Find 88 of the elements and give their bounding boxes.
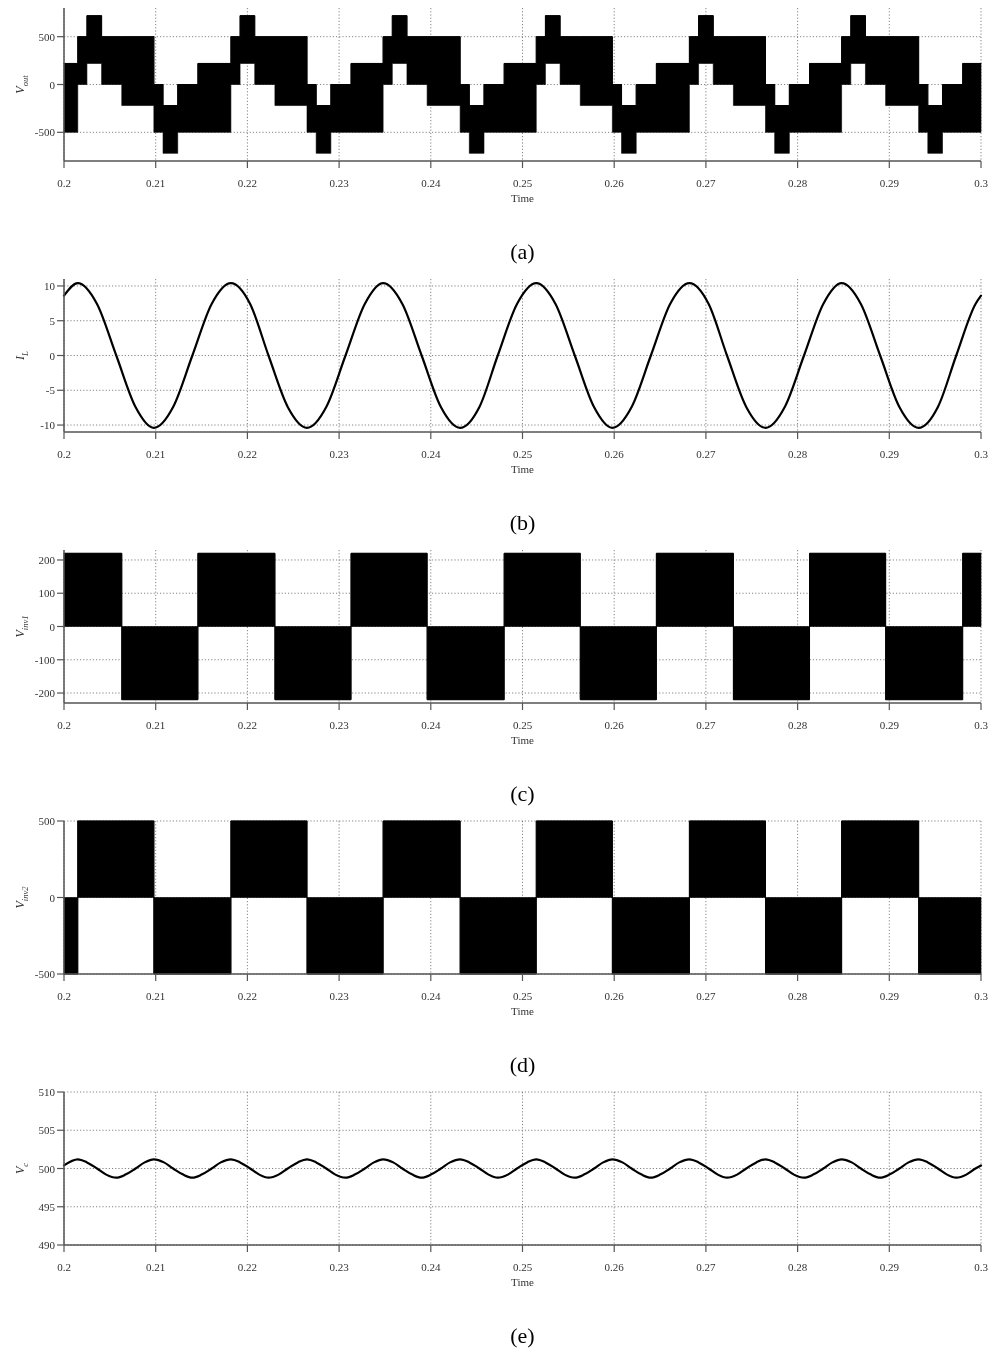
- x-axis-title: Time: [511, 463, 535, 475]
- x-tick-label: 0.3: [974, 990, 989, 1002]
- x-tick-label: 0.27: [696, 448, 717, 460]
- x-tick-label: 0.2: [57, 1261, 71, 1273]
- y-tick-label: -500: [34, 126, 56, 139]
- y-tick-label: 10: [44, 279, 56, 292]
- x-tick-label: 0.23: [329, 1261, 350, 1273]
- y-tick-label: 200: [38, 553, 56, 566]
- y-tick-label: 100: [38, 587, 56, 600]
- x-tick-label: 0.23: [329, 990, 350, 1002]
- x-tick-label: 0.25: [512, 719, 533, 731]
- y-tick-label: 510: [38, 1086, 56, 1098]
- x-tick-label: 0.24: [421, 448, 441, 460]
- x-tick-label: 0.22: [237, 990, 258, 1002]
- line-series: [62, 1158, 983, 1179]
- x-tick-label: 0.3: [974, 448, 989, 460]
- y-tick-label: -100: [34, 653, 56, 666]
- x-tick-label: 0.29: [879, 990, 900, 1002]
- x-tick-label: 0.29: [879, 177, 900, 189]
- x-tick-label: 0.3: [974, 177, 989, 189]
- x-tick-label: 0.3: [974, 719, 989, 731]
- x-tick-label: 0.27: [696, 177, 717, 189]
- y-tick-label: 0: [49, 78, 56, 91]
- x-tick-label: 0.26: [604, 719, 625, 731]
- x-tick-label: 0.21: [146, 990, 166, 1002]
- y-tick-label: 500: [38, 30, 56, 43]
- x-tick-label: 0.24: [421, 1261, 441, 1273]
- y-tick-label: -200: [34, 687, 56, 700]
- x-tick-label: 0.25: [512, 1261, 533, 1273]
- x-tick-label: 0.26: [604, 1261, 625, 1273]
- x-tick-label: 0.28: [787, 990, 808, 1002]
- y-tick-label: -500: [34, 968, 56, 980]
- text: (b): [509, 509, 536, 535]
- y-tick-label: 490: [38, 1239, 56, 1251]
- x-tick-label: 0.24: [421, 990, 441, 1002]
- y-tick-label: 505: [38, 1124, 56, 1137]
- x-axis-title: Time: [511, 1005, 535, 1017]
- x-tick-label: 0.29: [879, 1261, 900, 1273]
- x-tick-label: 0.27: [696, 990, 717, 1002]
- x-tick-label: 0.26: [604, 990, 625, 1002]
- x-tick-label: 0.26: [604, 448, 625, 460]
- x-tick-label: 0.2: [57, 177, 71, 189]
- x-tick-label: 0.29: [879, 719, 900, 731]
- x-tick-label: 0.23: [329, 448, 350, 460]
- line-series: [62, 282, 983, 429]
- x-tick-label: 0.2: [57, 990, 71, 1002]
- x-tick-label: 0.21: [146, 1261, 166, 1273]
- x-tick-label: 0.21: [146, 719, 166, 731]
- y-tick-label: 5: [49, 314, 56, 327]
- x-tick-label: 0.22: [237, 719, 258, 731]
- x-axis-title: Time: [511, 734, 535, 746]
- y-tick-label: -10: [40, 419, 56, 432]
- x-tick-label: 0.22: [237, 448, 258, 460]
- y-tick-label: 500: [38, 1162, 56, 1175]
- text: (e): [510, 1322, 535, 1348]
- x-tick-label: 0.3: [974, 1261, 989, 1273]
- x-tick-label: 0.22: [237, 177, 258, 189]
- x-tick-label: 0.28: [787, 177, 808, 189]
- x-tick-label: 0.28: [787, 719, 808, 731]
- x-tick-label: 0.25: [512, 448, 533, 460]
- y-tick-label: 0: [49, 349, 56, 362]
- x-tick-label: 0.22: [237, 1261, 258, 1273]
- text: (c): [510, 780, 535, 806]
- y-tick-label: -5: [45, 384, 56, 397]
- x-tick-label: 0.21: [146, 448, 166, 460]
- x-tick-label: 0.28: [787, 1261, 808, 1273]
- text: (a): [510, 238, 535, 264]
- y-tick-label: 0: [49, 891, 56, 904]
- x-tick-label: 0.2: [57, 719, 71, 731]
- y-tick-label: 500: [38, 815, 56, 827]
- text: (d): [509, 1051, 536, 1077]
- x-tick-label: 0.26: [604, 177, 625, 189]
- x-tick-label: 0.27: [696, 719, 717, 731]
- y-tick-label: 0: [49, 620, 56, 633]
- x-tick-label: 0.24: [421, 719, 441, 731]
- x-tick-label: 0.29: [879, 448, 900, 460]
- x-tick-label: 0.25: [512, 990, 533, 1002]
- x-tick-label: 0.25: [512, 177, 533, 189]
- x-tick-label: 0.27: [696, 1261, 717, 1273]
- x-tick-label: 0.23: [329, 177, 350, 189]
- x-tick-label: 0.23: [329, 719, 350, 731]
- x-axis-title: Time: [511, 192, 535, 204]
- y-tick-label: 495: [38, 1200, 56, 1213]
- x-tick-label: 0.21: [146, 177, 166, 189]
- x-axis-title: Time: [511, 1276, 535, 1288]
- x-tick-label: 0.24: [421, 177, 441, 189]
- x-tick-label: 0.28: [787, 448, 808, 460]
- x-tick-label: 0.2: [57, 448, 71, 460]
